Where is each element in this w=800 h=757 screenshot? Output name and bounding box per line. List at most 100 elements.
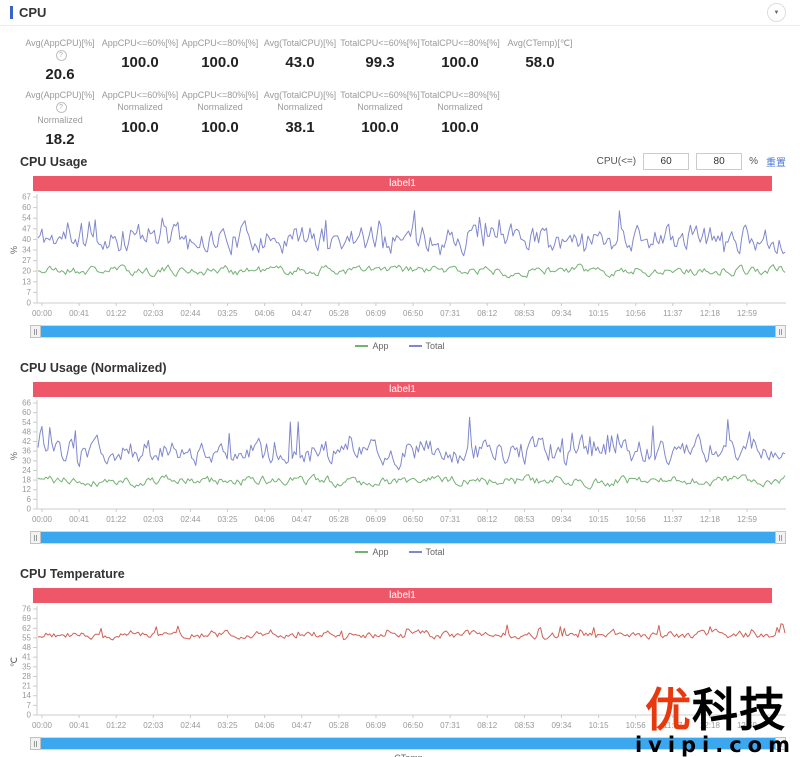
svg-text:54: 54 (22, 417, 31, 426)
stat-r1-col-5: TotalCPU<=80%[%] 100.0 (420, 37, 500, 83)
svg-text:13: 13 (22, 277, 31, 286)
stat-label: Avg(TotalCPU)[%] Normalized (263, 90, 337, 113)
svg-text:12:18: 12:18 (700, 309, 721, 318)
section-cpu-temperature: CPU Temperature label1 76 69 62 55 48 41 35 28 2… (0, 564, 800, 757)
stat-label: TotalCPU<=80%[%] Normalized (420, 90, 500, 113)
svg-text:03:25: 03:25 (218, 309, 239, 318)
stat-r1-col-1: AppCPU<=60%[%] 100.0 (100, 37, 180, 83)
svg-text:30: 30 (22, 456, 31, 465)
svg-text:24: 24 (22, 466, 31, 475)
stat-value: 100.0 (201, 118, 239, 136)
svg-text:08:53: 08:53 (514, 721, 535, 730)
stat-r1-col-4: TotalCPU<=60%[%] 99.3 (340, 37, 420, 83)
svg-text:48: 48 (22, 427, 31, 436)
percent-label: % (749, 156, 758, 168)
cpu-threshold-high-input[interactable] (696, 153, 743, 171)
cpu-usage-normalized-scrollbar[interactable] (30, 530, 786, 544)
scrollbar-right-handle[interactable] (775, 530, 786, 544)
svg-text:10:15: 10:15 (589, 309, 610, 318)
svg-text:℃: ℃ (9, 657, 19, 667)
scrollbar-right-handle[interactable] (775, 324, 786, 338)
reset-button[interactable]: 重置 (766, 158, 786, 170)
stat-r2-col-5: TotalCPU<=80%[%] Normalized 100.0 (420, 89, 500, 147)
legend-label: CTemp (394, 753, 423, 757)
legend-marker (355, 550, 369, 553)
legend-item-total[interactable]: Total (408, 547, 445, 557)
svg-text:03:25: 03:25 (218, 721, 239, 730)
cpu-temperature-scrollbar[interactable] (30, 736, 786, 750)
help-icon[interactable]: ? (55, 102, 67, 114)
cpu-usage-scrollbar[interactable] (30, 324, 786, 338)
panel-header: CPU ▼ (0, 0, 800, 26)
scrollbar-right-handle[interactable] (775, 736, 786, 750)
watermark: 优科技 ivipi.com (635, 687, 796, 756)
svg-text:06:09: 06:09 (366, 721, 387, 730)
collapse-button[interactable]: ▼ (767, 3, 786, 22)
series-line-total (37, 416, 786, 471)
svg-text:05:28: 05:28 (329, 515, 350, 524)
legend-item-ctemp[interactable]: CTemp (377, 753, 423, 757)
svg-text:76: 76 (22, 604, 31, 613)
stat-label: Avg(AppCPU)[%]? (25, 38, 95, 62)
stat-value: 100.0 (441, 54, 479, 72)
svg-text:11:37: 11:37 (663, 309, 683, 318)
cpu-threshold-low-input[interactable] (643, 153, 690, 171)
svg-text:00:00: 00:00 (32, 309, 53, 318)
legend-marker (355, 344, 369, 347)
svg-text:08:12: 08:12 (477, 309, 498, 318)
scrollbar-fill[interactable] (40, 737, 776, 749)
svg-text:02:03: 02:03 (143, 309, 164, 318)
scrollbar-left-handle[interactable] (30, 530, 41, 544)
cpu-threshold-label: CPU(<=) (596, 156, 637, 168)
svg-text:60: 60 (22, 203, 31, 212)
svg-text:%: % (9, 452, 19, 460)
stat-value: 100.0 (121, 54, 159, 72)
legend-item-app[interactable]: App (355, 341, 389, 351)
stat-r2-col-3: Avg(TotalCPU)[%] Normalized 38.1 (260, 89, 340, 147)
series-line-app (37, 473, 786, 490)
scrollbar-fill[interactable] (40, 531, 776, 543)
stat-r2-col-0: Avg(AppCPU)[%]? Normalized 18.2 (20, 89, 100, 147)
svg-text:10:56: 10:56 (626, 309, 647, 318)
stat-value: 43.0 (285, 54, 315, 72)
svg-text:04:06: 04:06 (255, 309, 276, 318)
legend-marker (408, 344, 422, 347)
scrollbar-left-handle[interactable] (30, 324, 41, 338)
svg-text:12:59: 12:59 (737, 721, 758, 730)
panel-title: CPU (19, 5, 47, 20)
svg-text:10:56: 10:56 (626, 721, 647, 730)
help-icon[interactable]: ? (55, 50, 67, 62)
svg-text:09:34: 09:34 (551, 721, 572, 730)
svg-text:10:15: 10:15 (589, 721, 610, 730)
svg-text:00:41: 00:41 (69, 309, 90, 318)
svg-text:06:50: 06:50 (403, 515, 424, 524)
scrollbar-left-handle[interactable] (30, 736, 41, 750)
svg-text:55: 55 (22, 633, 31, 642)
svg-text:00:41: 00:41 (69, 721, 90, 730)
stat-value: 58.0 (525, 54, 555, 72)
svg-text:03:25: 03:25 (218, 515, 239, 524)
stat-label: AppCPU<=80%[%] Normalized (181, 90, 259, 113)
scrollbar-fill[interactable] (40, 325, 776, 337)
svg-text:08:12: 08:12 (477, 515, 498, 524)
stat-label: TotalCPU<=60%[%] (340, 38, 420, 48)
svg-text:02:03: 02:03 (143, 515, 164, 524)
cpu-usage-normalized-legend: App Total (0, 544, 800, 560)
stats-row-1: Avg(AppCPU)[%]? 20.6 AppCPU<=60%[%] 100.0 Ap… (0, 26, 800, 83)
stat-value: 100.0 (361, 118, 399, 136)
legend-label: Total (425, 340, 445, 351)
stat-value: 100.0 (121, 118, 159, 136)
svg-text:04:47: 04:47 (292, 309, 313, 318)
chart-title-cpu-usage: CPU Usage (20, 154, 88, 169)
svg-text:00:00: 00:00 (32, 515, 53, 524)
stat-label: AppCPU<=60%[%] (101, 38, 179, 48)
svg-text:05:28: 05:28 (329, 721, 350, 730)
legend-item-total[interactable]: Total (408, 340, 445, 351)
svg-text:48: 48 (22, 643, 31, 652)
svg-text:02:44: 02:44 (180, 515, 201, 524)
legend-item-app[interactable]: App (355, 547, 389, 557)
svg-text:07:31: 07:31 (440, 515, 461, 524)
